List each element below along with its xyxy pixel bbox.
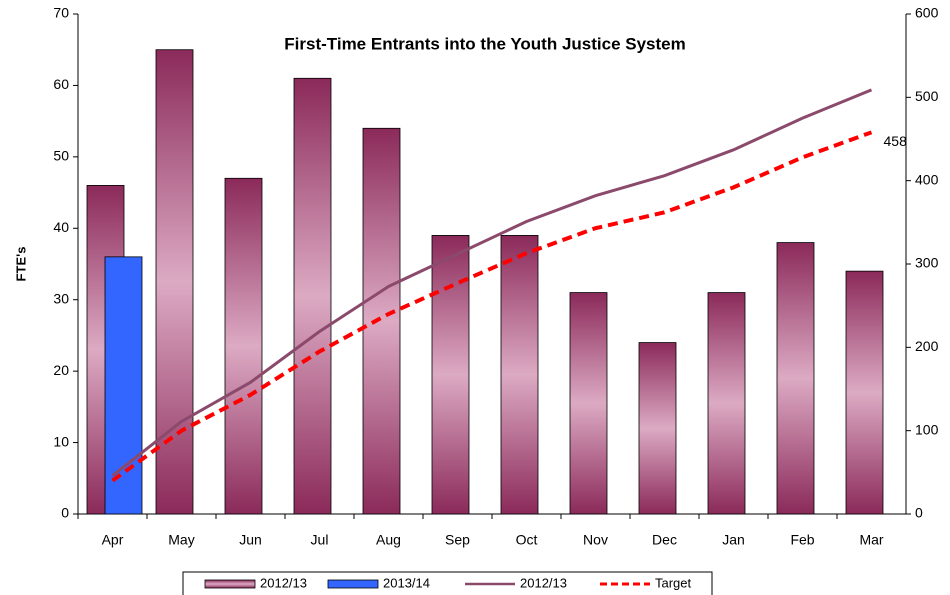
bar (293, 77, 332, 515)
y2-tick-label: 100 (915, 421, 939, 437)
bar (500, 235, 539, 515)
bar (569, 292, 608, 515)
y-tick-label: 40 (53, 219, 69, 235)
legend-label: 2013/14 (383, 575, 430, 590)
x-tick-label: Jun (239, 532, 262, 548)
x-tick-label: Apr (102, 532, 124, 548)
x-tick-label: Oct (516, 532, 538, 548)
legend-label: Target (655, 575, 692, 590)
y2-tick-label: 0 (915, 505, 923, 521)
legend-label: 2012/13 (520, 575, 567, 590)
bar (707, 292, 746, 515)
bar (776, 242, 815, 515)
y-tick-label: 60 (53, 76, 69, 92)
x-tick-label: Feb (790, 532, 814, 548)
y2-tick-label: 200 (915, 338, 939, 354)
legend-label: 2012/13 (260, 575, 307, 590)
legend-swatch (327, 579, 379, 589)
x-tick-label: May (168, 532, 194, 548)
x-tick-label: Jan (722, 532, 745, 548)
y-tick-label: 20 (53, 362, 69, 378)
x-tick-label: Sep (445, 532, 470, 548)
x-tick-label: Nov (583, 532, 608, 548)
y-tick-label: 70 (53, 5, 69, 21)
bar (638, 342, 677, 515)
y-tick-label: 10 (53, 433, 69, 449)
bar (155, 49, 194, 515)
legend-box (182, 571, 713, 595)
x-tick-label: Jul (311, 532, 329, 548)
chart-title: First-Time Entrants into the Youth Justi… (284, 34, 685, 53)
x-tick-label: Dec (652, 532, 677, 548)
line-series (111, 130, 873, 483)
bar (431, 235, 470, 515)
y-axis-label: FTE's (13, 247, 28, 282)
y2-tick-label: 300 (915, 255, 939, 271)
x-tick-label: Aug (376, 532, 401, 548)
y2-tick-label: 600 (915, 5, 939, 21)
y-tick-label: 50 (53, 148, 69, 164)
bar (845, 270, 884, 515)
x-tick-label: Mar (859, 532, 883, 548)
y2-tick-label: 500 (915, 88, 939, 104)
legend-swatch (204, 579, 256, 589)
y-tick-label: 0 (61, 505, 69, 521)
bar (104, 256, 143, 515)
bar (224, 177, 263, 515)
y-tick-label: 30 (53, 290, 69, 306)
line-series (111, 88, 873, 477)
y2-tick-label: 400 (915, 171, 939, 187)
data-label: 458 (884, 133, 908, 149)
bar (362, 127, 401, 515)
